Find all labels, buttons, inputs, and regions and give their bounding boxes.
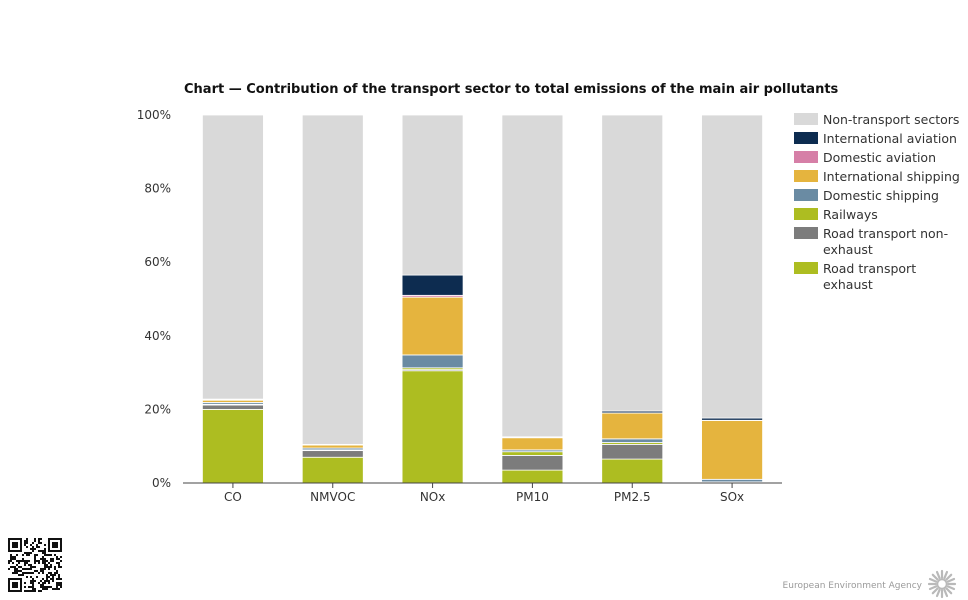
y-tick-label: 60%: [144, 255, 171, 269]
bar-segment: [401, 296, 464, 356]
bar-stack: [501, 114, 564, 484]
agency-name: European Environment Agency: [783, 581, 923, 591]
legend-item: Road transport exhaust: [794, 261, 916, 292]
qr-code-icon: [8, 538, 62, 592]
bar-segment: [601, 114, 664, 412]
x-tick-label: NOx: [420, 490, 446, 504]
legend-label: International aviation: [823, 131, 957, 146]
legend-item: Non-transport sectors: [794, 112, 959, 127]
bar-stack: [601, 114, 664, 484]
bar-segment: [301, 444, 364, 449]
bars: [202, 114, 763, 484]
legend-label: Road transport exhaust: [823, 261, 916, 292]
bar-stack: [202, 114, 264, 484]
x-tick-label: PM10: [516, 490, 549, 504]
bar-segment: [202, 114, 264, 400]
bar-segment: [601, 438, 664, 443]
legend-label: Domestic aviation: [823, 150, 936, 165]
legend-swatch: [794, 132, 818, 144]
legend-swatch: [794, 208, 818, 220]
bar-segment: [202, 404, 264, 410]
legend-label: Domestic shipping: [823, 188, 939, 203]
y-tick-label: 20%: [144, 402, 171, 416]
bar-segment: [601, 443, 664, 460]
x-tick-label: NMVOC: [310, 490, 355, 504]
legend-item: Domestic shipping: [794, 188, 939, 203]
bar-segment: [301, 450, 364, 458]
legend-label: International shipping: [823, 169, 960, 184]
bar-segment: [401, 114, 464, 276]
y-tick-label: 100%: [137, 108, 171, 122]
y-tick-label: 40%: [144, 329, 171, 343]
x-tick-label: CO: [224, 490, 242, 504]
legend-item: Domestic aviation: [794, 150, 936, 165]
legend-label: Non-transport sectors: [823, 112, 959, 127]
legend-swatch: [794, 151, 818, 163]
bar-segment: [501, 469, 564, 484]
chart-title: Chart — Contribution of the transport se…: [184, 82, 839, 97]
legend-item: Road transport non-exhaust: [794, 226, 948, 257]
x-tick-label: SOx: [720, 490, 744, 504]
bar-segment: [301, 456, 364, 484]
legend-item: International shipping: [794, 169, 960, 184]
x-axis: CO NMVOC NOx PM10 PM2.5 SOx: [224, 483, 744, 504]
bar-segment: [401, 354, 464, 369]
bar-stack: [301, 114, 364, 484]
legend-swatch: [794, 189, 818, 201]
legend-item: International aviation: [794, 131, 957, 146]
y-tick-label: 80%: [144, 182, 171, 196]
y-tick-label: 0%: [152, 476, 171, 490]
bar-segment: [401, 274, 464, 296]
bar-segment: [601, 412, 664, 440]
legend-swatch: [794, 227, 818, 239]
y-axis: 0% 20% 40% 60% 80% 100%: [137, 108, 171, 490]
bar-segment: [701, 420, 763, 480]
x-tick-label: PM2.5: [614, 490, 651, 504]
bar-segment: [202, 408, 264, 484]
bar-segment: [501, 437, 564, 451]
bar-segment: [601, 458, 664, 484]
legend-swatch: [794, 113, 818, 125]
bar-segment: [501, 114, 564, 438]
bar-segment: [401, 370, 464, 484]
legend: Non-transport sectors International aviat…: [794, 112, 960, 292]
legend-item: Railways: [794, 207, 878, 222]
legend-swatch: [794, 170, 818, 182]
bar-segment: [501, 451, 564, 456]
bar-segment: [501, 454, 564, 471]
legend-label: Road transport non-exhaust: [823, 226, 948, 257]
bar-segment: [701, 114, 763, 419]
bar-stack: [701, 114, 763, 484]
legend-label: Railways: [823, 207, 878, 222]
eea-logo-icon: [927, 569, 957, 599]
bar-stack: [401, 114, 464, 484]
bar-segment: [301, 114, 364, 445]
legend-swatch: [794, 262, 818, 274]
